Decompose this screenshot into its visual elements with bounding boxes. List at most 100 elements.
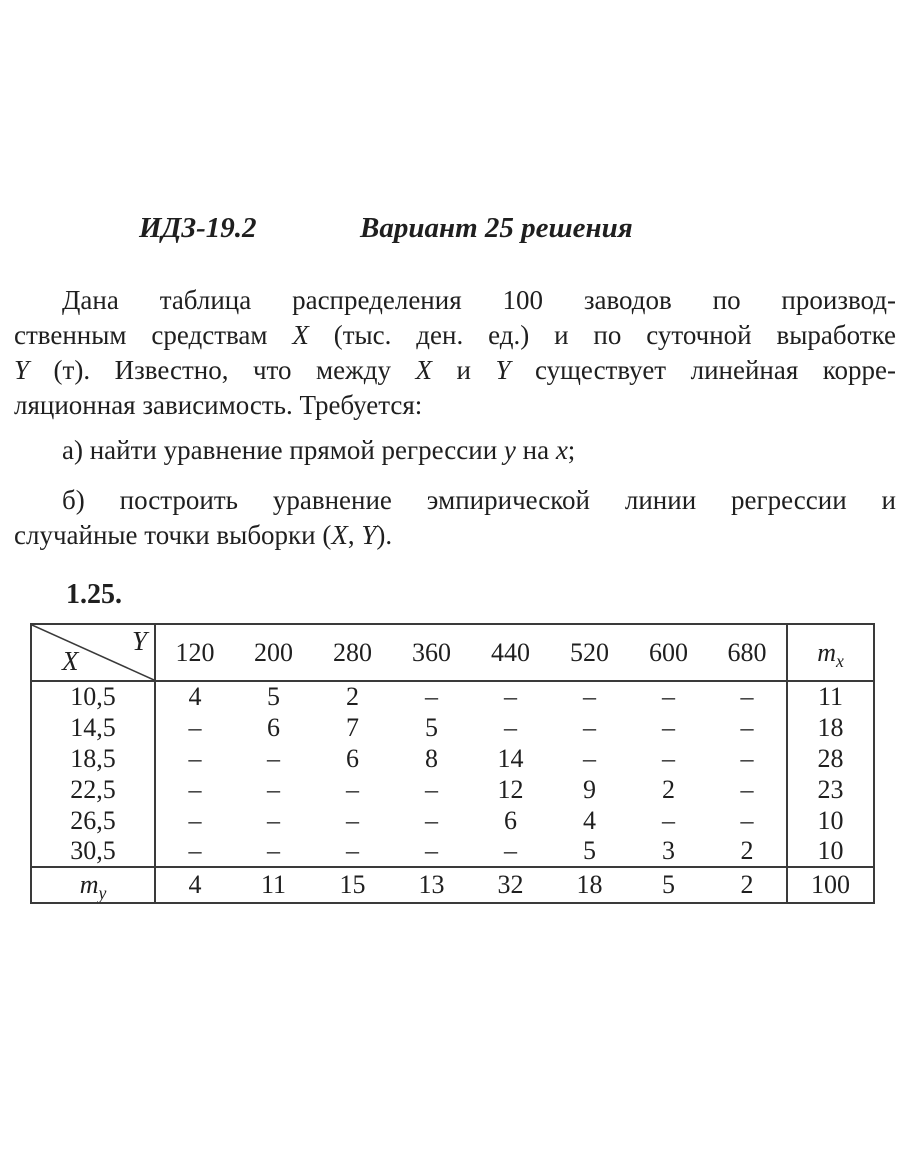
grand-total-cell: 100 (786, 866, 874, 903)
freq-cell: – (583, 682, 596, 711)
freq-cell: 3 (662, 836, 675, 865)
task-a: а) найти уравнение прямой регрессии y на… (14, 433, 896, 468)
col-header-y: 120 (155, 624, 234, 682)
math-var-x: X (331, 520, 348, 550)
table-row: 30,5 – – – – – 5 3 2 10 (31, 836, 874, 867)
freq-cell: – (662, 805, 675, 835)
table-row: 10,5 4 5 2 – – – – – 11 (31, 681, 874, 712)
text-segment: ). (376, 520, 393, 550)
my-symbol: m (79, 870, 99, 899)
freq-cell: – (583, 743, 596, 773)
document-title: ИДЗ-19.2 Вариант 25 решения (0, 210, 910, 248)
freq-cell: 6 (267, 712, 280, 742)
my-header-cell: my (31, 866, 156, 903)
task-a-line: а) найти уравнение прямой регрессии y на… (14, 433, 896, 468)
freq-cell: – (662, 682, 675, 711)
freq-cell: – (740, 774, 754, 804)
math-var-x: x (555, 435, 568, 465)
text-segment: б) построить уравнение эмпирической лини… (62, 485, 896, 515)
freq-cell: 5 (583, 836, 596, 865)
col-header-y: 600 (629, 624, 708, 682)
row-total-mx: 18 (786, 712, 874, 743)
row-header-x: 26,5 (31, 805, 156, 836)
row-header-x: 10,5 (31, 681, 156, 712)
freq-cell: – (662, 743, 675, 773)
freq-cell: – (267, 836, 280, 865)
variant-title: Вариант 25 решения (360, 212, 633, 244)
freq-cell: – (504, 682, 517, 711)
freq-cell: 2 (740, 836, 754, 865)
row-header-x: 18,5 (31, 743, 156, 774)
text-segment: существует линейная корре- (510, 355, 896, 385)
math-var-x: X (292, 320, 309, 350)
freq-cell: 9 (583, 774, 596, 804)
col-total-my: 11 (234, 866, 313, 903)
col-header-y: 280 (313, 624, 392, 682)
freq-cell: – (188, 774, 202, 804)
freq-cell: 6 (504, 805, 517, 835)
col-header-y: 520 (550, 624, 629, 682)
text-segment: и (431, 355, 496, 385)
math-var-y: Y (361, 520, 377, 550)
freq-cell: – (346, 836, 359, 865)
freq-cell: – (740, 682, 754, 711)
math-var-y: y (503, 435, 516, 465)
row-total-mx: 10 (786, 805, 874, 836)
col-header-y: 200 (234, 624, 313, 682)
freq-cell: 5 (267, 682, 280, 711)
freq-cell: – (267, 805, 280, 835)
corner-y-label: Y (131, 626, 147, 656)
table-row: 18,5 – – 6 8 14 – – – 28 (31, 743, 874, 774)
corner-x-label: X (62, 646, 79, 676)
freq-cell: – (504, 836, 517, 865)
col-header-y: 360 (392, 624, 471, 682)
row-total-mx: 28 (786, 743, 874, 774)
text-segment: , (347, 520, 362, 550)
distribution-table: Y X 120 200 280 360 440 520 600 680 mx 10,5 4 5 2– –… (30, 623, 875, 904)
text-segment: ственным средствам (14, 320, 293, 350)
freq-cell: – (346, 805, 359, 835)
text-segment: на (515, 435, 556, 465)
freq-cell: – (425, 836, 438, 865)
freq-cell: – (425, 805, 438, 835)
freq-cell: 6 (346, 743, 359, 773)
freq-cell: – (504, 712, 517, 742)
freq-cell: 7 (346, 712, 359, 742)
task-b-line-1: б) построить уравнение эмпирической лини… (14, 483, 896, 518)
col-total-my: 15 (313, 866, 392, 903)
text-segment: ; (567, 435, 576, 465)
freq-cell: – (740, 743, 754, 773)
text-segment: Дана таблица распределения 100 заводов п… (62, 285, 896, 315)
freq-cell: – (188, 712, 202, 742)
paragraph-line-3: Y (т). Известно, что между X и Y существ… (14, 353, 896, 388)
paragraph-line-4: ляционная зависимость. Требуется: (14, 388, 896, 423)
row-total-mx: 10 (786, 836, 874, 867)
freq-cell: 4 (583, 805, 596, 835)
row-total-mx: 23 (786, 774, 874, 805)
row-total-mx: 11 (786, 681, 874, 712)
text-segment: ляционная зависимость. Требуется: (14, 390, 423, 420)
task-b-line-2: случайные точки выборки (X, Y). (14, 518, 896, 553)
text-segment: (т). Известно, что между (29, 355, 416, 385)
math-var-y: Y (14, 355, 30, 385)
diagonal-line (32, 625, 153, 679)
row-header-x: 22,5 (31, 774, 156, 805)
freq-cell: 14 (497, 743, 524, 773)
problem-statement: Дана таблица распределения 100 заводов п… (14, 283, 896, 423)
row-header-x: 14,5 (31, 712, 156, 743)
mx-header-cell: mx (786, 624, 874, 682)
col-total-my: 5 (629, 866, 708, 903)
math-var-x: X (415, 355, 432, 385)
freq-cell: – (425, 774, 438, 804)
col-total-my: 18 (550, 866, 629, 903)
freq-cell: – (267, 743, 280, 773)
text-segment: (тыс. ден. ед.) и по суточной выработке (308, 320, 896, 350)
my-subscript: y (98, 883, 107, 903)
table-number: 1.25. (66, 579, 122, 610)
text-segment: а) найти уравнение прямой регрессии (62, 435, 504, 465)
math-var-y: Y (495, 355, 511, 385)
paragraph-line-2: ственным средствам X (тыс. ден. ед.) и п… (14, 318, 896, 353)
col-total-my: 4 (155, 866, 234, 903)
freq-cell: – (583, 712, 596, 742)
